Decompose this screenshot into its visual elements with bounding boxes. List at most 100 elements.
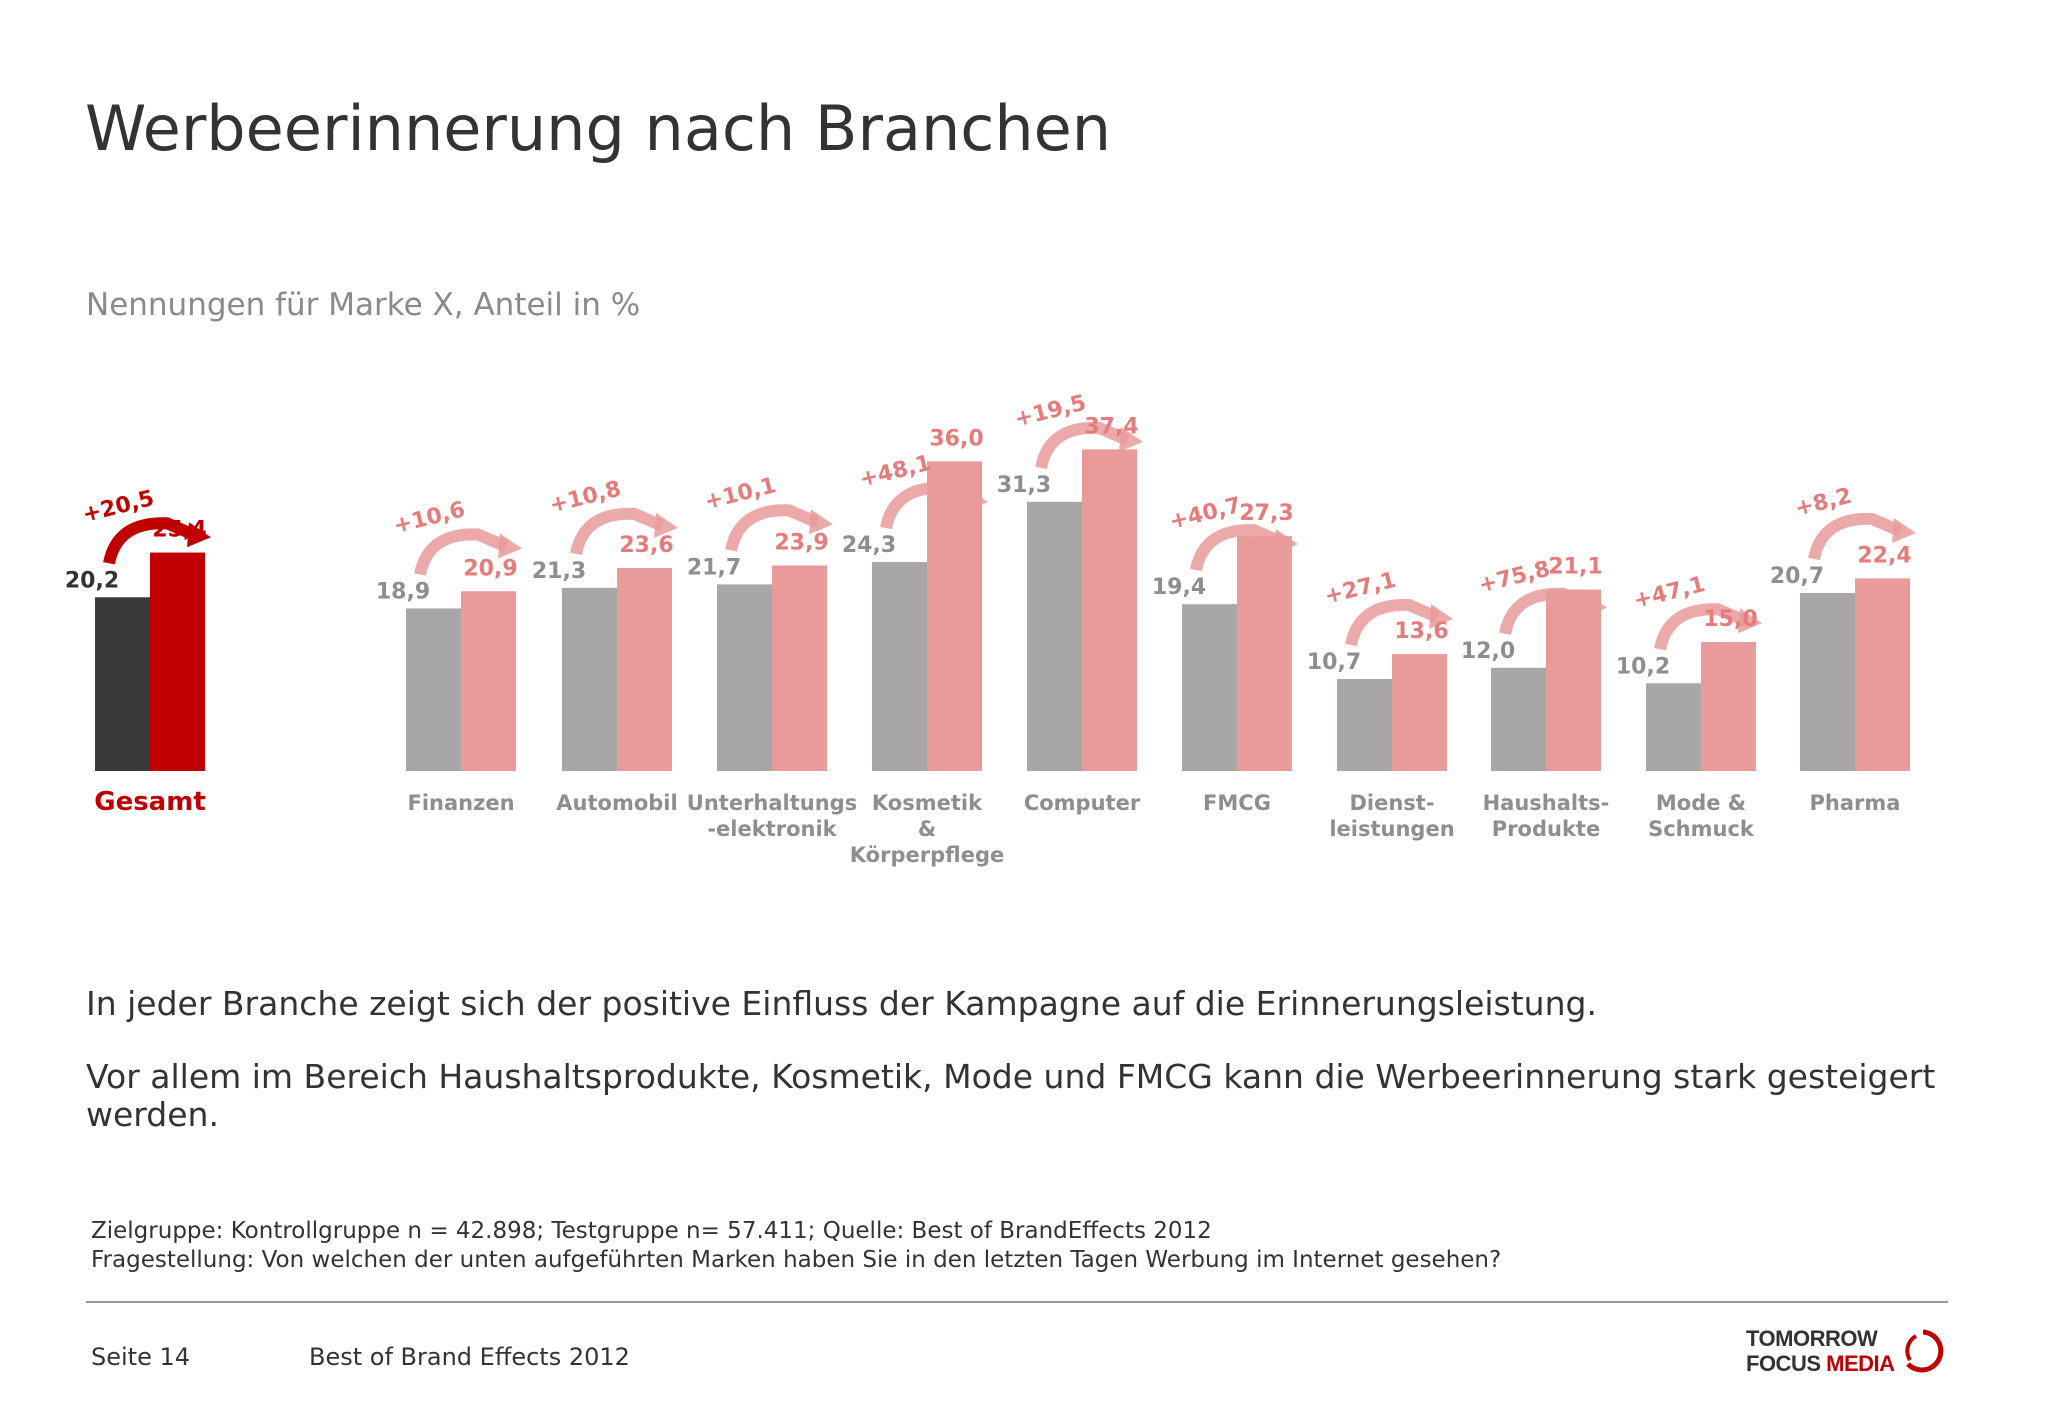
data-label-testgruppe: 21,1 [1548,555,1602,580]
category-label: & [918,817,936,841]
delta-arrowhead [654,512,678,538]
logo-text-line-1: TOMORROW [1746,1326,1878,1351]
bar-testgruppe [1701,642,1756,771]
data-label-kontrollgruppe: 19,4 [1152,575,1206,600]
delta-arrowhead [1274,529,1298,555]
bar-kontrollgruppe [1491,667,1546,771]
page-title: Werbeerinnerung nach Branchen [85,92,1112,165]
data-label-testgruppe: 36,0 [929,426,983,451]
delta-arrow [1654,603,1749,651]
bar-testgruppe [772,565,827,771]
category-label: Dienst- [1349,791,1434,815]
category-label: Computer [1024,791,1141,815]
data-label-kontrollgruppe: 24,3 [842,533,896,558]
category-label: Gesamt [94,787,206,817]
delta-arrow [1499,587,1594,636]
bar-testgruppe [1392,654,1447,771]
delta-arrowhead [809,509,833,535]
bar-kontrollgruppe [1646,683,1701,771]
report-name: Best of Brand Effects 2012 [309,1343,630,1371]
data-label-testgruppe: 20,9 [463,556,517,581]
bar-kontrollgruppe [95,597,150,771]
category-label: FMCG [1203,791,1271,815]
bar-testgruppe [150,552,205,771]
delta-arrow [570,507,665,556]
bar-kontrollgruppe [1337,678,1392,771]
logo-text-focus: FOCUS [1746,1351,1821,1376]
data-label-kontrollgruppe: 18,9 [376,579,430,604]
company-logo: TOMORROW FOCUS MEDIA [1746,1326,1956,1376]
data-label-kontrollgruppe: 20,7 [1770,564,1824,589]
category-label: Finanzen [407,791,514,815]
delta-arrow [414,528,509,576]
data-label-testgruppe: 25,4 [152,518,206,543]
category-label: Automobil [556,791,677,815]
data-label-testgruppe: 27,3 [1239,501,1293,526]
data-label-kontrollgruppe: 21,7 [687,555,741,580]
bar-testgruppe [1546,589,1601,771]
delta-arrowhead [1119,426,1143,452]
logo-mark-icon [1905,1329,1944,1373]
bar-testgruppe [461,591,516,771]
bar-testgruppe [1237,536,1292,771]
category-label: Kosmetik [872,791,983,815]
summary-text-2: Vor allem im Bereich Haushaltsprodukte, … [86,1057,1936,1134]
category-label: Produkte [1492,817,1600,841]
delta-arrow [103,517,198,565]
page-number: Seite 14 [91,1343,191,1371]
logo-text-line-2: FOCUS MEDIA [1746,1351,1895,1377]
data-label-testgruppe: 23,9 [774,530,828,555]
category-label: Unterhaltungs [687,791,857,815]
data-label-testgruppe: 37,4 [1084,414,1138,439]
delta-arrowhead [1429,603,1453,629]
data-label-testgruppe: 15,0 [1703,607,1757,632]
bar-testgruppe [1855,578,1910,771]
category-label: -elektronik [707,817,837,841]
data-label-kontrollgruppe: 31,3 [997,473,1051,498]
bar-testgruppe [1082,449,1137,771]
delta-arrow [1808,512,1903,561]
category-label: Körperpflege [850,843,1004,867]
bar-testgruppe [927,461,982,771]
bar-chart: 20,225,4+20,5Gesamt18,920,9+10,6Finanzen… [65,391,1916,867]
delta-arrowhead [187,522,211,548]
logo-text-media: MEDIA [1826,1351,1895,1376]
chart-subtitle: Nennungen für Marke X, Anteil in % [86,287,641,323]
data-label-kontrollgruppe: 21,3 [532,559,586,584]
note-line-2: Fragestellung: Von welchen der unten auf… [91,1247,1502,1273]
delta-arrow [1345,598,1440,647]
data-label-kontrollgruppe: 12,0 [1461,639,1515,664]
bar-kontrollgruppe [872,562,927,771]
data-label-kontrollgruppe: 10,2 [1616,654,1670,679]
bar-kontrollgruppe [717,584,772,771]
category-label: Schmuck [1648,817,1755,841]
delta-arrowhead [1738,608,1762,634]
bar-kontrollgruppe [1027,501,1082,771]
delta-arrowhead [1892,517,1916,543]
data-label-kontrollgruppe: 20,2 [65,568,119,593]
bar-testgruppe [617,568,672,771]
category-label: Pharma [1810,791,1901,815]
delta-arrowhead [1583,592,1607,618]
bar-kontrollgruppe [1800,592,1855,771]
delta-arrow [880,482,975,530]
category-label: Mode & [1656,791,1746,815]
source-note: Zielgruppe: Kontrollgruppe n = 42.898; T… [91,1217,1501,1275]
category-label: Haushalts- [1483,791,1610,815]
delta-arrowhead [498,533,522,559]
data-label-testgruppe: 23,6 [619,533,673,558]
note-line-1: Zielgruppe: Kontrollgruppe n = 42.898; T… [91,1218,1212,1244]
category-label: leistungen [1329,817,1454,841]
data-label-testgruppe: 13,6 [1394,619,1448,644]
bar-kontrollgruppe [1182,604,1237,771]
summary-text-1: In jeder Branche zeigt sich der positive… [86,984,1597,1023]
data-label-testgruppe: 22,4 [1857,543,1911,568]
footer-divider [86,1301,1948,1303]
delta-arrowhead [964,487,988,513]
delta-arrow [1190,524,1285,572]
bar-kontrollgruppe [406,608,461,771]
delta-arrow [725,504,820,552]
data-label-kontrollgruppe: 10,7 [1307,650,1361,675]
delta-arrow [1035,421,1130,470]
bar-kontrollgruppe [562,587,617,771]
